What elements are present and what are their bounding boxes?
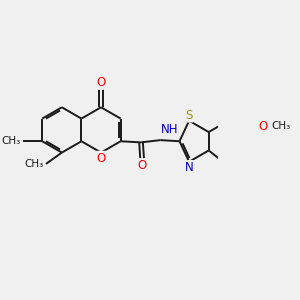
Text: N: N [185,161,194,174]
Text: NH: NH [161,123,178,136]
Text: CH₃: CH₃ [2,136,21,146]
Text: S: S [185,109,193,122]
Text: CH₃: CH₃ [25,159,44,169]
Text: CH₃: CH₃ [271,121,290,131]
Text: O: O [96,152,106,165]
Text: O: O [137,159,147,172]
Text: O: O [96,76,106,89]
Text: O: O [259,120,268,133]
